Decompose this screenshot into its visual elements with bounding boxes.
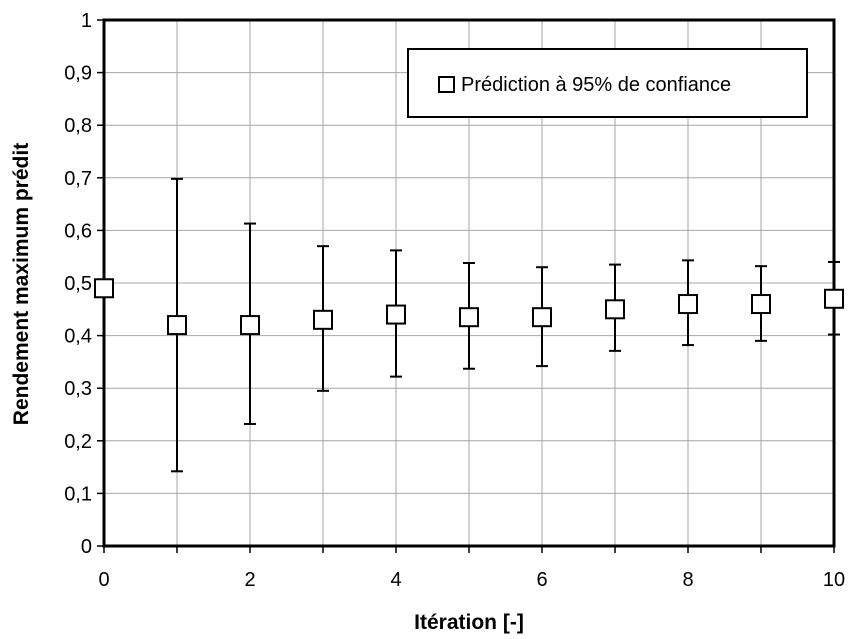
y-tick-label: 1 — [81, 10, 92, 32]
y-tick-label: 0,7 — [64, 168, 92, 190]
legend: Prédiction à 95% de confiance — [407, 48, 808, 118]
x-tick-label: 2 — [244, 569, 255, 591]
y-tick-label: 0,9 — [64, 63, 92, 85]
x-tick-label: 8 — [682, 569, 693, 591]
legend-box — [407, 48, 808, 118]
y-tick-label: 0,8 — [64, 115, 92, 137]
x-tick-label: 10 — [823, 569, 845, 591]
data-point-marker — [532, 307, 552, 328]
data-point-marker — [167, 315, 187, 336]
x-tick-label: 4 — [390, 569, 401, 591]
y-tick-label: 0,5 — [64, 273, 92, 295]
y-tick-label: 0,3 — [64, 378, 92, 400]
data-point-marker — [459, 307, 479, 328]
y-axis-title: Rendement maximum prédit — [10, 143, 33, 425]
x-tick-label: 0 — [98, 569, 109, 591]
y-tick-label: 0,1 — [64, 483, 92, 505]
x-axis-title: Itération [-] — [414, 611, 524, 634]
legend-marker — [438, 76, 455, 93]
y-tick-label: 0 — [81, 536, 92, 558]
data-point-marker — [678, 294, 698, 315]
data-point-marker — [313, 309, 333, 330]
data-point-marker — [240, 315, 260, 336]
x-tick-label: 6 — [536, 569, 547, 591]
legend-label: Prédiction à 95% de confiance — [461, 74, 731, 96]
y-tick-label: 0,2 — [64, 431, 92, 453]
data-point-marker — [386, 304, 406, 325]
data-layer — [94, 177, 844, 473]
data-point-marker — [824, 288, 844, 309]
data-point-marker — [605, 299, 625, 320]
data-point-marker — [751, 294, 771, 315]
y-tick-label: 0,4 — [64, 326, 92, 348]
data-point-marker — [94, 278, 114, 299]
y-tick-label: 0,6 — [64, 220, 92, 242]
